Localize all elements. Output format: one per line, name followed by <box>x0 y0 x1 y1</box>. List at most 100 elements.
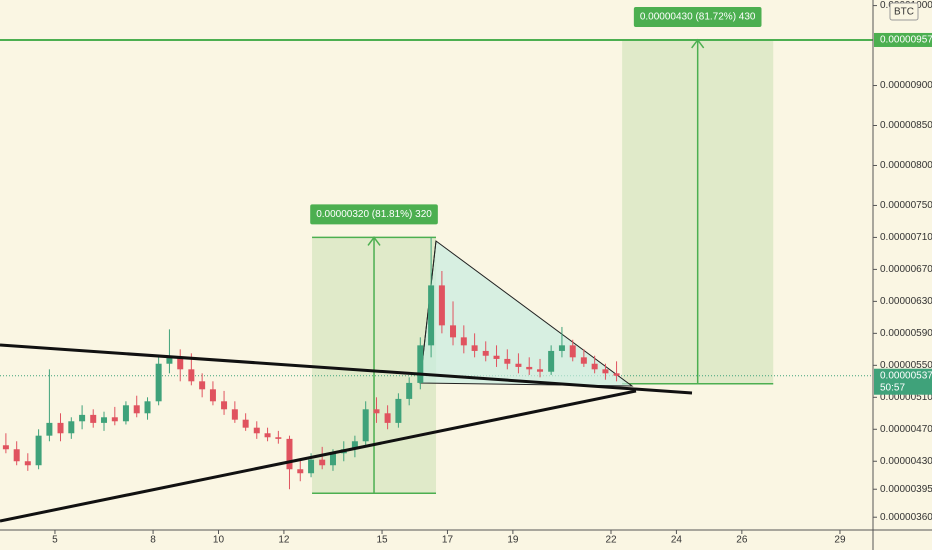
candle-body <box>188 369 195 382</box>
measure-label: 0.00000320 (81.81%) 320 <box>316 209 432 220</box>
candle-body <box>199 381 206 390</box>
candle-body <box>450 325 457 338</box>
y-tick-label: 0.00000710 <box>880 232 932 243</box>
candle-body <box>602 369 609 374</box>
y-tick-label: 0.00000850 <box>880 120 932 131</box>
measure-arrowhead <box>367 236 381 246</box>
candle-body <box>177 357 184 370</box>
candle-body <box>297 469 304 474</box>
y-tick-label: 0.00000360 <box>880 512 932 523</box>
price-tag-label: 0.00000537 <box>880 370 932 381</box>
measure-tag <box>310 204 438 225</box>
y-tick-label: 0.00000395 <box>880 484 932 495</box>
countdown-label: 50:57 <box>880 382 905 393</box>
y-tick-label: 0.00000750 <box>880 200 932 211</box>
candle-body <box>101 417 108 423</box>
candle-body <box>264 433 271 438</box>
candle-body <box>460 337 467 346</box>
x-tick-label: 12 <box>278 535 290 546</box>
y-tick-label: 0.00000900 <box>880 80 932 91</box>
candles <box>2 237 620 490</box>
candle-body <box>57 422 64 434</box>
candle-body <box>493 355 500 359</box>
candle-body <box>308 459 315 474</box>
x-tick-label: 24 <box>671 535 683 546</box>
candle-body <box>144 401 151 414</box>
price-tag <box>874 368 932 395</box>
candle-body <box>231 409 238 420</box>
candle-body <box>537 369 544 372</box>
candle-body <box>79 414 86 422</box>
candle-body <box>613 373 620 376</box>
candle-body <box>133 405 140 414</box>
candle-body <box>428 285 435 346</box>
candle-body <box>591 363 598 370</box>
price-tag <box>874 32 932 47</box>
x-tick-label: 19 <box>507 535 519 546</box>
candle-body <box>395 398 402 423</box>
candle-body <box>166 357 173 364</box>
candle-body <box>319 459 326 466</box>
candle-body <box>373 409 380 414</box>
x-tick-label: 22 <box>605 535 617 546</box>
candle-body <box>46 422 53 436</box>
candle-body <box>24 461 31 466</box>
candle-body <box>221 401 228 410</box>
y-tick-label: 0.00000550 <box>880 360 932 371</box>
y-tick-label: 0.00000470 <box>880 424 932 435</box>
candle-body <box>275 437 282 439</box>
candle-body <box>329 453 336 466</box>
candle-body <box>384 413 391 423</box>
x-tick-label: 17 <box>442 535 454 546</box>
candle-body <box>417 345 424 383</box>
candle-body <box>526 366 533 370</box>
y-tick-label: 0.00000630 <box>880 296 932 307</box>
trend-line <box>0 343 693 395</box>
x-tick-label: 26 <box>736 535 748 546</box>
candle-body <box>242 419 249 428</box>
trend-line <box>0 389 637 523</box>
candle-body <box>558 345 565 351</box>
candle-body <box>504 358 511 364</box>
candle-body <box>286 438 293 470</box>
candle-body <box>35 435 42 466</box>
axes: 0.000010000.000009000.000008500.00000800… <box>52 0 932 546</box>
measures: 0.00000320 (81.81%) 320 0.00000430 (81.72… <box>0 6 873 494</box>
y-tick-label: 0.00000590 <box>880 328 932 339</box>
y-tick-label: 0.00000510 <box>880 392 932 403</box>
candle-body <box>122 405 129 422</box>
candle-body <box>548 350 555 372</box>
x-tick-label: 10 <box>213 535 225 546</box>
y-tick-label: 0.00000430 <box>880 456 932 467</box>
x-tick-label: 15 <box>376 535 388 546</box>
candle-body <box>471 345 478 351</box>
candle-body <box>2 445 9 450</box>
candle-body <box>209 389 216 402</box>
x-tick-label: 5 <box>52 535 58 546</box>
candle-body <box>68 421 75 434</box>
candle-body <box>569 345 576 358</box>
x-tick-label: 29 <box>834 535 846 546</box>
candle-body <box>90 414 97 423</box>
y-tick-label: 0.00000670 <box>880 264 932 275</box>
candle-body <box>438 285 445 326</box>
candle-body <box>13 449 20 462</box>
x-tick-label: 8 <box>150 535 156 546</box>
candle-body <box>406 382 413 399</box>
candle-body <box>253 427 260 434</box>
currency-badge[interactable] <box>889 2 919 21</box>
price-tag-label: 0.00000957 <box>880 35 932 46</box>
measure-tag <box>633 6 762 27</box>
measure-label: 0.00000430 (81.72%) 430 <box>640 12 756 23</box>
currency-label: BTC <box>894 7 914 18</box>
candle-body <box>580 357 587 364</box>
candle-body <box>111 417 118 422</box>
candle-body <box>362 409 369 442</box>
candle-body <box>351 441 358 450</box>
y-tick-label: 0.00000800 <box>880 160 932 171</box>
candle-body <box>155 363 162 402</box>
candle-body <box>482 350 489 356</box>
candle-body <box>515 363 522 367</box>
